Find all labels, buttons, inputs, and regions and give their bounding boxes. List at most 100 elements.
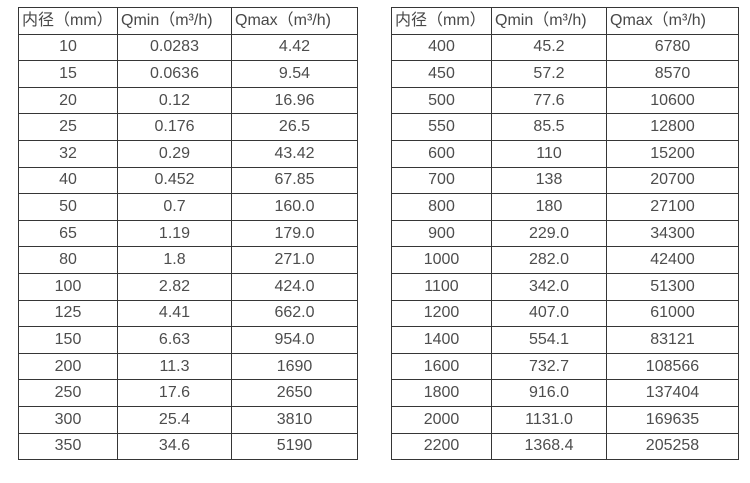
table-cell: 10 (18, 33, 118, 62)
table-cell: 6780 (606, 33, 739, 62)
table-cell: 6.63 (117, 326, 232, 354)
table-cell: 0.7 (117, 193, 232, 221)
table-row: 25 0.176 26.5 (18, 113, 358, 141)
column-header: Qmax（m³/h) (606, 7, 739, 35)
table-cell: 1100 (391, 272, 492, 301)
table-cell: 17.6 (117, 379, 232, 407)
table-cell: 34300 (606, 219, 739, 248)
table-cell: 0.176 (117, 113, 232, 141)
table-cell: 4.41 (117, 299, 232, 328)
table-row: 50 0.7 160.0 (18, 193, 358, 221)
table-cell: 2000 (391, 405, 492, 434)
table-row: 80 1.8 271.0 (18, 246, 358, 274)
table-cell: 954.0 (231, 326, 358, 354)
table-cell: 1200 (391, 299, 492, 328)
table-cell: 85.5 (491, 113, 607, 141)
header-row: 内径（mm） Qmin（m³/h) Qmax（m³/h) (18, 7, 358, 35)
table-cell: 5190 (231, 432, 358, 461)
table-cell: 25.4 (117, 405, 232, 434)
table-cell: 205258 (606, 432, 739, 461)
table-cell: 45.2 (491, 33, 607, 62)
table-cell: 0.452 (117, 166, 232, 195)
table-cell: 67.85 (231, 166, 358, 195)
table-cell: 12800 (606, 113, 739, 141)
table-cell: 20 (18, 86, 118, 115)
table-cell: 16.96 (231, 86, 358, 115)
table-row: 1800 916.0 137404 (391, 379, 739, 407)
table-cell: 138 (491, 166, 607, 195)
table-cell: 2.82 (117, 272, 232, 301)
table-cell: 900 (391, 219, 492, 248)
table-row: 300 25.4 3810 (18, 405, 358, 434)
column-header: Qmin（m³/h) (491, 7, 607, 35)
table-cell: 1800 (391, 379, 492, 407)
table-row: 2000 1131.0 169635 (391, 405, 739, 434)
table-cell: 179.0 (231, 219, 358, 248)
table-cell: 2200 (391, 432, 492, 461)
column-header: 内径（mm） (18, 7, 118, 35)
table-row: 700 138 20700 (391, 166, 739, 195)
table-row: 250 17.6 2650 (18, 379, 358, 407)
table-row: 2200 1368.4 205258 (391, 432, 739, 461)
table-cell: 229.0 (491, 219, 607, 248)
table-cell: 100 (18, 272, 118, 301)
table-cell: 1.8 (117, 246, 232, 274)
table-cell: 282.0 (491, 246, 607, 274)
table-cell: 108566 (606, 352, 739, 381)
table-row: 200 11.3 1690 (18, 352, 358, 381)
table-cell: 160.0 (231, 193, 358, 221)
table-cell: 500 (391, 86, 492, 115)
table-cell: 26.5 (231, 113, 358, 141)
table-cell: 300 (18, 405, 118, 434)
table-cell: 0.12 (117, 86, 232, 115)
table-cell: 110 (491, 139, 607, 168)
table-row: 1600 732.7 108566 (391, 352, 739, 381)
flow-spec-table-right: 内径（mm） Qmin（m³/h) Qmax（m³/h) 400 45.2 6780 450… (391, 7, 739, 461)
table-cell: 42400 (606, 246, 739, 274)
table-cell: 1131.0 (491, 405, 607, 434)
table-row: 125 4.41 662.0 (18, 299, 358, 328)
table-row: 900 229.0 34300 (391, 219, 739, 248)
header-row: 内径（mm） Qmin（m³/h) Qmax（m³/h) (391, 7, 739, 35)
table-cell: 1600 (391, 352, 492, 381)
table-row: 40 0.452 67.85 (18, 166, 358, 195)
table-row: 800 180 27100 (391, 193, 739, 221)
table-cell: 1400 (391, 326, 492, 354)
table-cell: 43.42 (231, 139, 358, 168)
table-cell: 20700 (606, 166, 739, 195)
table-row: 1000 282.0 42400 (391, 246, 739, 274)
table-cell: 1368.4 (491, 432, 607, 461)
table-cell: 125 (18, 299, 118, 328)
table-cell: 15200 (606, 139, 739, 168)
table-row: 1400 554.1 83121 (391, 326, 739, 354)
table-cell: 11.3 (117, 352, 232, 381)
table-cell: 250 (18, 379, 118, 407)
table-cell: 200 (18, 352, 118, 381)
table-cell: 57.2 (491, 60, 607, 88)
table-cell: 1690 (231, 352, 358, 381)
table-cell: 800 (391, 193, 492, 221)
table-cell: 2650 (231, 379, 358, 407)
table-cell: 10600 (606, 86, 739, 115)
table-cell: 51300 (606, 272, 739, 301)
table-row: 400 45.2 6780 (391, 33, 739, 62)
spec-tables-container: 内径（mm） Qmin（m³/h) Qmax（m³/h) 10 0.0283 4.42 15… (18, 7, 739, 461)
table-row: 32 0.29 43.42 (18, 139, 358, 168)
table-row: 1100 342.0 51300 (391, 272, 739, 301)
table-cell: 271.0 (231, 246, 358, 274)
table-cell: 0.0283 (117, 33, 232, 62)
table-cell: 169635 (606, 405, 739, 434)
table-cell: 61000 (606, 299, 739, 328)
table-cell: 83121 (606, 326, 739, 354)
table-row: 10 0.0283 4.42 (18, 33, 358, 62)
table-row: 20 0.12 16.96 (18, 86, 358, 115)
table-cell: 32 (18, 139, 118, 168)
table-cell: 662.0 (231, 299, 358, 328)
table-cell: 25 (18, 113, 118, 141)
table-cell: 600 (391, 139, 492, 168)
table-cell: 407.0 (491, 299, 607, 328)
table-cell: 0.0636 (117, 60, 232, 88)
table-row: 15 0.0636 9.54 (18, 60, 358, 88)
flow-spec-table-left: 内径（mm） Qmin（m³/h) Qmax（m³/h) 10 0.0283 4.42 15… (18, 7, 358, 461)
table-cell: 65 (18, 219, 118, 248)
